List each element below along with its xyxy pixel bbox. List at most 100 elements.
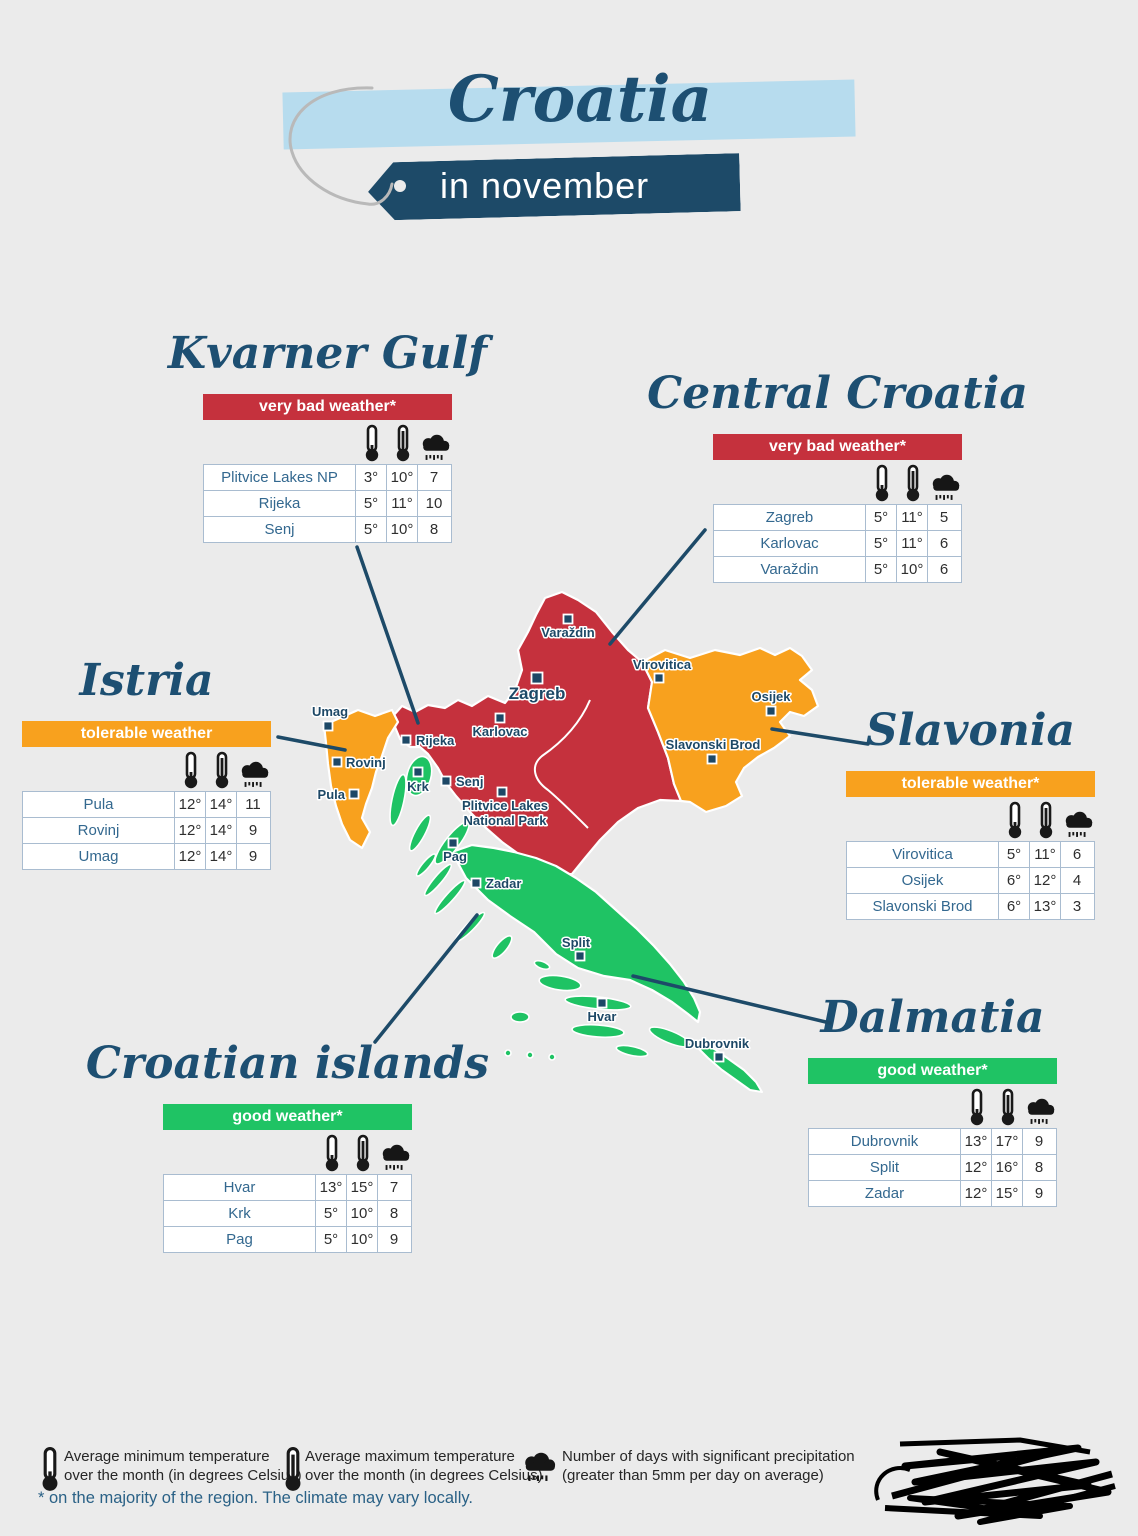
max-temp: 11° [387, 491, 418, 516]
table-row: Umag 12° 14° 9 [23, 843, 270, 869]
rain-days: 3 [1072, 898, 1082, 915]
max-temp: 11° [897, 531, 928, 556]
map-islands [389, 755, 692, 1061]
marker-rijeka [400, 734, 412, 746]
table-row: Pag 5° 10° 9 [164, 1226, 411, 1252]
table-row: Split 12° 16° 8 [809, 1154, 1056, 1180]
marker-split [574, 950, 586, 962]
city-label: National Park [463, 813, 547, 828]
table-row: Osijek 6° 12° 4 [847, 867, 1094, 893]
legend-max-temp: Average maximum temperature over the mon… [305, 1448, 543, 1485]
region-title: Croatian islands [85, 1037, 490, 1089]
city-name: Hvar [164, 1175, 316, 1200]
min-temp: 12° [175, 818, 206, 843]
city-name: Rijeka [204, 491, 356, 516]
city-name: Plitvice Lakes NP [204, 465, 356, 490]
city-label: Slavonski Brod [666, 737, 761, 752]
legend-min-line1: Average minimum temperature [64, 1448, 270, 1465]
city-label: Pula [318, 787, 346, 802]
legend-min-temp: Average minimum temperature over the mon… [64, 1448, 302, 1485]
region-title: Central Croatia [647, 367, 1028, 419]
table-row: Karlovac 5° 11° 6 [714, 530, 961, 556]
marker-umag [322, 720, 334, 732]
city-label: Senj [456, 774, 483, 789]
min-temp-icon [322, 1134, 342, 1172]
rain-days: 9 [248, 822, 258, 839]
rain-days: 9 [248, 848, 258, 865]
rain-days: 6 [939, 535, 949, 552]
city-name: Slavonski Brod [847, 894, 999, 919]
city-name: Pula [23, 792, 175, 817]
rain-days: 9 [389, 1231, 399, 1248]
weather-status-banner: tolerable weather [22, 721, 271, 747]
min-temp: 5° [999, 842, 1030, 867]
min-temp: 3° [356, 465, 387, 490]
table-icon-header [203, 420, 452, 464]
rain-days: 9 [1034, 1185, 1044, 1202]
marker-varazdin [562, 613, 574, 625]
tag-hole [394, 180, 406, 192]
city-label: Hvar [588, 1009, 617, 1024]
rain-cloud-icon [238, 760, 270, 789]
min-temp: 5° [866, 557, 897, 582]
table-row: Zagreb 5° 11° 5 [714, 505, 961, 530]
rain-days: 6 [939, 561, 949, 578]
city-label: Plitvice Lakes [462, 798, 548, 813]
max-temp: 16° [992, 1155, 1023, 1180]
rain-days: 10 [425, 495, 443, 512]
marker-zadar [470, 877, 482, 889]
city-name: Osijek [847, 868, 999, 893]
marker-osijek [765, 705, 777, 717]
min-temp: 12° [961, 1155, 992, 1180]
city-label: Rijeka [416, 733, 455, 748]
city-name: Zadar [809, 1181, 961, 1206]
rain-cloud-icon [419, 433, 451, 462]
max-temp: 10° [387, 465, 418, 490]
min-temp: 6° [999, 894, 1030, 919]
city-markers [322, 613, 777, 1063]
region-title: Kvarner Gulf [167, 327, 488, 379]
rain-days: 6 [1072, 846, 1082, 863]
redacted-scribble [874, 1437, 1116, 1525]
min-temp-icon [1005, 801, 1025, 839]
max-temp-icon [353, 1134, 373, 1172]
city-name: Split [809, 1155, 961, 1180]
marker-virovitica [653, 672, 665, 684]
max-temp: 12° [1030, 868, 1061, 893]
rain-cloud-icon [1024, 1097, 1056, 1126]
weather-table: Pula 12° 14° 11 Rovinj 12° 14° 9 Umag 12… [22, 791, 271, 870]
table-icon-header [163, 1130, 412, 1174]
city-label: Karlovac [473, 724, 528, 739]
rain-days: 8 [389, 1205, 399, 1222]
max-temp-icon [1036, 801, 1056, 839]
rain-days: 7 [429, 469, 439, 486]
min-temp-icon [967, 1088, 987, 1126]
legend-max-line2: over the month (in degrees Celsius) [305, 1466, 543, 1484]
max-temp: 10° [347, 1201, 378, 1226]
min-temp-icon [181, 751, 201, 789]
table-row: Virovitica 5° 11° 6 [847, 842, 1094, 867]
marker-plitvice [496, 786, 508, 798]
min-temp: 13° [316, 1175, 347, 1200]
min-temp: 5° [356, 517, 387, 542]
region-card-croatian-islands: Croatian islands good weather* Hvar 13° … [85, 1028, 490, 1253]
max-temp: 14° [206, 818, 237, 843]
weather-table: Plitvice Lakes NP 3° 10° 7 Rijeka 5° 11°… [203, 464, 452, 543]
marker-krk [412, 766, 424, 778]
min-temp: 5° [356, 491, 387, 516]
marker-slavonski-brod [706, 753, 718, 765]
rain-days: 5 [939, 509, 949, 526]
city-name: Umag [23, 844, 175, 869]
max-temp: 15° [992, 1181, 1023, 1206]
max-temp: 10° [347, 1227, 378, 1252]
max-temp: 10° [387, 517, 418, 542]
footnote: * on the majority of the region. The cli… [38, 1489, 473, 1507]
weather-status-banner: good weather* [808, 1058, 1057, 1084]
legend-rain: Number of days with significant precipit… [562, 1448, 855, 1485]
city-label: Rovinj [346, 755, 386, 770]
city-name: Zagreb [714, 505, 866, 530]
map-region-istria [322, 708, 400, 850]
min-temp: 5° [316, 1227, 347, 1252]
table-row: Rovinj 12° 14° 9 [23, 817, 270, 843]
max-temp-icon [903, 464, 923, 502]
